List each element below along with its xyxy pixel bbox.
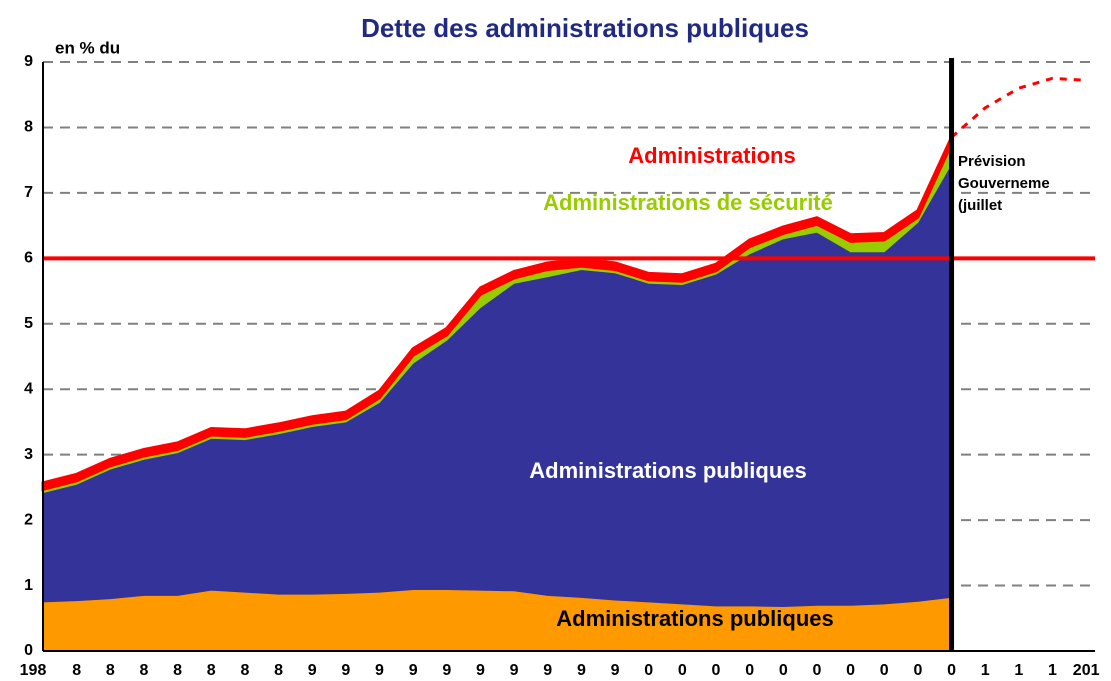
x-tick-label: 0 — [947, 662, 956, 679]
chart-title: Dette des administrations publiques — [361, 13, 809, 43]
x-tick-label: 9 — [375, 662, 384, 679]
x-tick-label: 1 — [1014, 662, 1023, 679]
x-tick-label: 9 — [611, 662, 620, 679]
x-tick-label: 0 — [880, 662, 889, 679]
x-tick-label: 0 — [779, 662, 788, 679]
x-tick-label: 0 — [846, 662, 855, 679]
x-tick-label: 8 — [274, 662, 283, 679]
x-tick-label: 0 — [644, 662, 653, 679]
series-label: Administrations publiques — [556, 606, 833, 631]
y-tick-label: 8 — [24, 119, 33, 136]
y-tick-label: 1 — [24, 577, 33, 594]
y-tick-label: 4 — [24, 380, 33, 397]
y-tick-label: 9 — [24, 53, 33, 70]
series-label: Administrations de sécurité — [543, 190, 833, 215]
x-tick-label: 0 — [913, 662, 922, 679]
y-tick-label: 0 — [24, 642, 33, 659]
x-tick-label: 198 — [20, 662, 47, 679]
x-tick-label: 8 — [207, 662, 216, 679]
y-tick-label: 7 — [24, 184, 33, 201]
x-tick-label: 1 — [1048, 662, 1057, 679]
y-tick-label: 3 — [24, 446, 33, 463]
forecast-line — [950, 76, 1087, 139]
y-tick-label: 6 — [24, 250, 33, 267]
x-tick-label: 8 — [139, 662, 148, 679]
x-tick-label: 0 — [812, 662, 821, 679]
x-tick-label: 0 — [678, 662, 687, 679]
x-tick-label: 9 — [442, 662, 451, 679]
x-tick-label: 201 — [1073, 662, 1100, 679]
x-tick-label: 8 — [72, 662, 81, 679]
x-tick-label: 9 — [577, 662, 586, 679]
x-tick-label: 8 — [240, 662, 249, 679]
x-tick-label: 9 — [341, 662, 350, 679]
y-tick-label: 2 — [24, 511, 33, 528]
x-tick-label: 8 — [106, 662, 115, 679]
x-tick-label: 1 — [981, 662, 990, 679]
annotation: Prévision — [958, 153, 1026, 170]
y-axis-label: en % du — [55, 38, 120, 57]
x-tick-label: 9 — [308, 662, 317, 679]
x-tick-label: 9 — [409, 662, 418, 679]
series-label: Administrations publiques — [529, 458, 806, 483]
x-tick-label: 9 — [510, 662, 519, 679]
series-label: Administrations — [628, 143, 795, 168]
annotation: (juillet — [958, 197, 1002, 214]
x-tick-label: 9 — [543, 662, 552, 679]
y-tick-label: 5 — [24, 315, 33, 332]
x-tick-label: 9 — [476, 662, 485, 679]
x-tick-label: 0 — [712, 662, 721, 679]
x-tick-label: 0 — [745, 662, 754, 679]
annotation: Gouverneme — [958, 175, 1050, 192]
x-tick-label: 8 — [173, 662, 182, 679]
